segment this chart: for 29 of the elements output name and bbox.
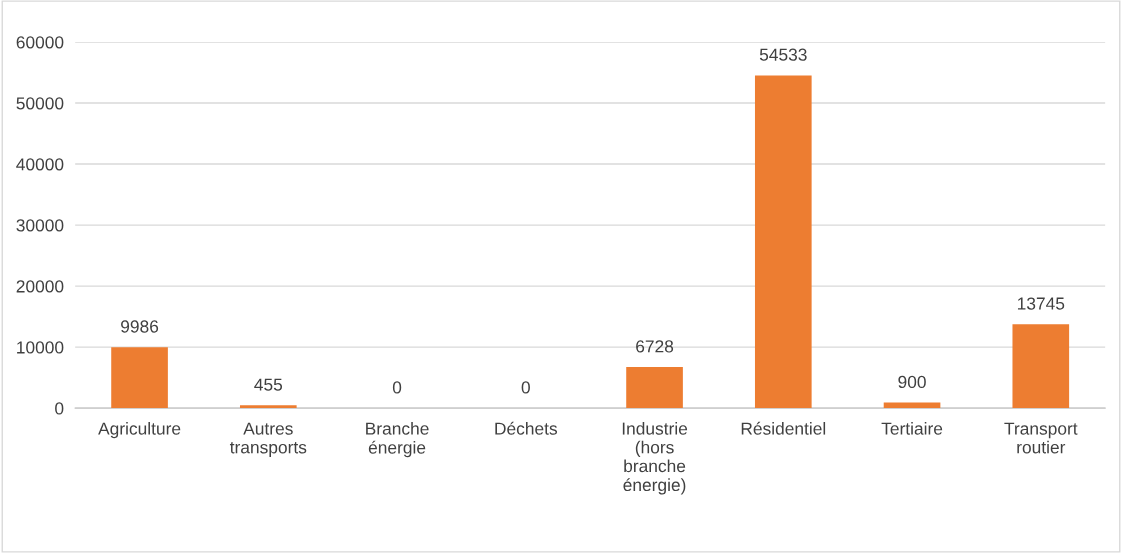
bar	[754, 75, 812, 409]
y-tick-label: 10000	[17, 341, 64, 354]
data-label: 9986	[121, 320, 159, 333]
x-tick-label: Branche énergie	[366, 422, 429, 458]
y-tick-label: 50000	[16, 97, 64, 110]
data-label: 6728	[636, 340, 674, 353]
bar	[626, 367, 683, 409]
y-tick-label: 40000	[16, 158, 64, 171]
data-label: 0	[392, 381, 402, 394]
data-label: 900	[898, 375, 926, 389]
data-label: 0	[521, 381, 530, 394]
bar	[239, 405, 297, 409]
y-tick-label: 30000	[16, 219, 64, 232]
bar	[111, 347, 168, 409]
y-tick-label: 0	[55, 402, 64, 415]
y-tick-label: 20000	[16, 280, 64, 293]
x-tick-label: Déchets	[495, 421, 558, 435]
x-tick-label: Transport routier	[1004, 422, 1078, 454]
data-label: 54533	[759, 48, 807, 61]
data-label: 13745	[1017, 297, 1065, 310]
bar	[1012, 324, 1070, 409]
bar	[883, 402, 941, 409]
y-tick-label: 60000	[16, 36, 64, 49]
x-tick-label: Tertiaire	[881, 422, 943, 435]
x-tick-label: Agriculture	[98, 422, 181, 439]
x-tick-label: Industrie (hors branche énergie)	[622, 422, 688, 495]
x-tick-label: Résidentiel	[741, 421, 826, 435]
data-label: 455	[254, 378, 283, 391]
x-tick-label: Autres transports	[229, 422, 307, 457]
